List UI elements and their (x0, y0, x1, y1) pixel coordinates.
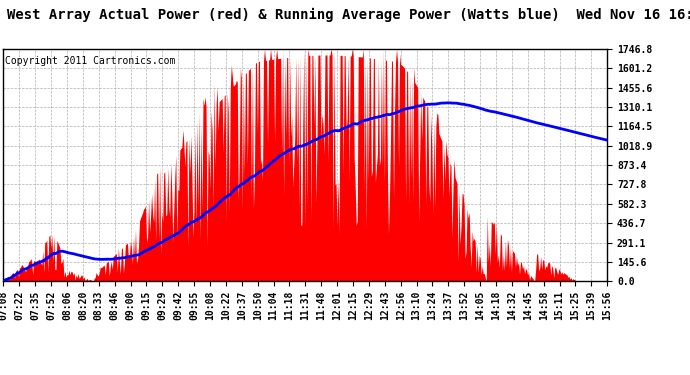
Text: Copyright 2011 Cartronics.com: Copyright 2011 Cartronics.com (5, 56, 175, 66)
Text: West Array Actual Power (red) & Running Average Power (Watts blue)  Wed Nov 16 1: West Array Actual Power (red) & Running … (7, 8, 690, 22)
